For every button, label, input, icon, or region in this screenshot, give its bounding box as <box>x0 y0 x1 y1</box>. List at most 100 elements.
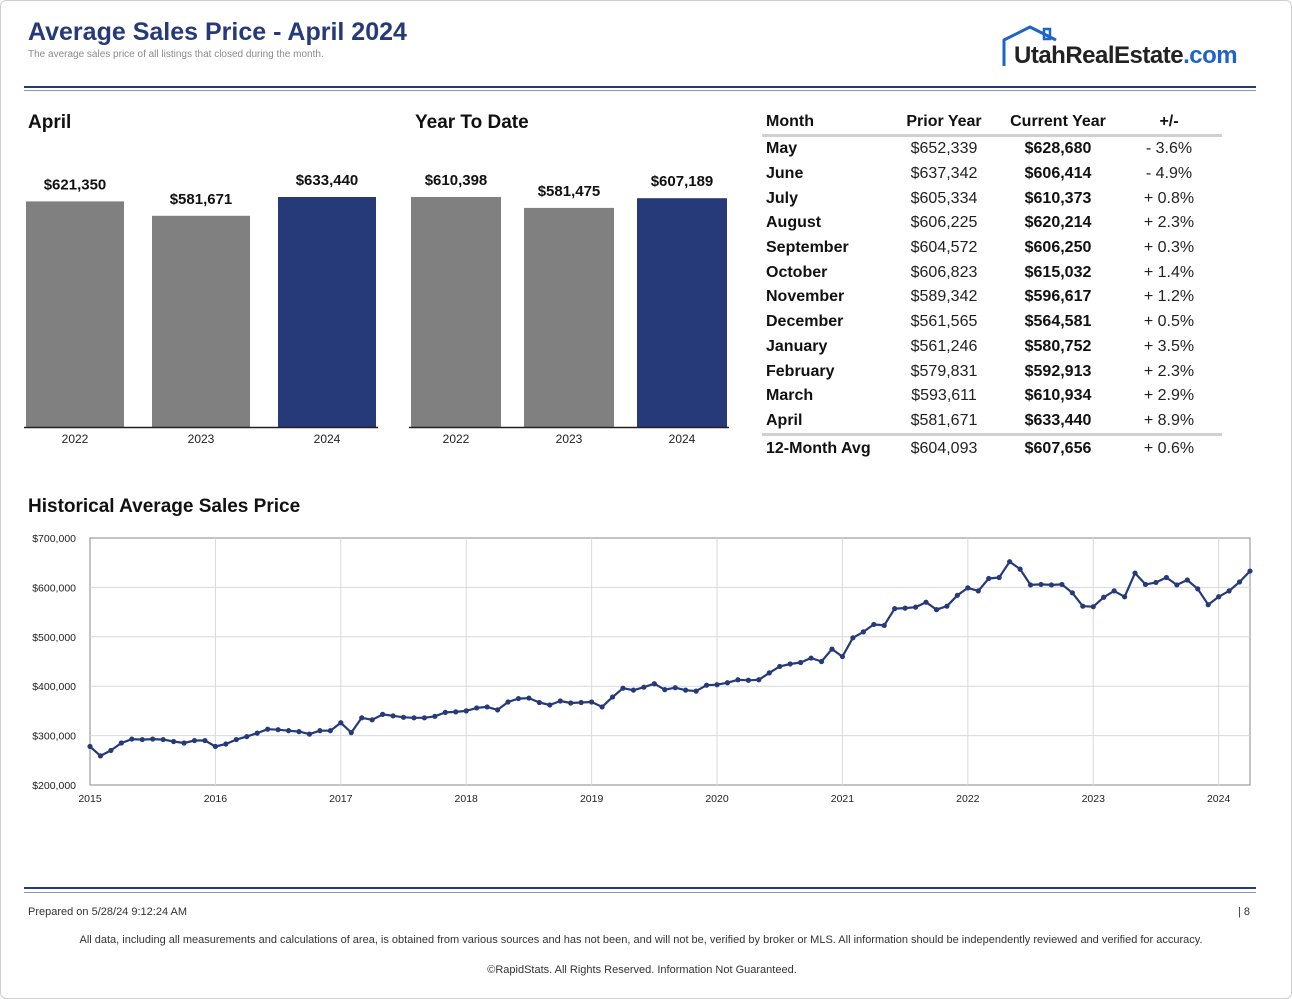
table-row: September $604,572 $606,250 + 0.3% <box>762 236 1222 261</box>
data-point <box>285 728 292 734</box>
data-point <box>484 704 490 710</box>
logo: UtahRealEstate.com <box>1000 24 1260 74</box>
data-point <box>756 677 762 683</box>
data-point <box>965 585 971 591</box>
cell-change: + 0.5% <box>1143 313 1195 331</box>
data-point <box>526 695 532 701</box>
data-point <box>327 728 333 734</box>
header-rule <box>24 86 1256 88</box>
table-row: November $589,342 $596,617 + 1.2% <box>762 285 1222 310</box>
cell-prior-year: $593,611 <box>911 387 977 405</box>
data-point <box>1059 581 1065 588</box>
data-point <box>118 740 124 746</box>
cell-month: December <box>766 313 844 331</box>
data-point <box>1174 582 1180 588</box>
data-point <box>212 743 219 750</box>
data-point <box>171 738 177 745</box>
copyright: ©RapidStats. All Rights Reserved. Inform… <box>487 964 797 976</box>
cell-change: + 0.8% <box>1143 189 1195 207</box>
data-point <box>494 707 501 713</box>
data-point <box>442 709 448 715</box>
history-line-chart: $200,000 $300,000 $400,000 $500,000 $600,000… <box>32 533 1253 805</box>
data-point <box>777 663 783 670</box>
x-tick-label: 2015 <box>78 793 102 805</box>
data-point <box>1121 594 1128 600</box>
data-point <box>317 728 323 734</box>
data-point <box>724 680 731 686</box>
data-point <box>400 714 407 720</box>
logo-name: UtahRealEstate <box>1014 42 1184 69</box>
data-point <box>421 715 428 721</box>
col-month: Month <box>762 110 888 137</box>
data-point <box>87 743 93 750</box>
data-point <box>390 713 396 719</box>
data-point <box>589 699 595 705</box>
data-point <box>954 592 960 598</box>
plot-area <box>89 537 1251 786</box>
cell-current-year: $607,656 <box>1000 433 1116 461</box>
cell-month: September <box>766 239 849 257</box>
data-point <box>1080 603 1086 609</box>
cell-change: - 4.9% <box>1145 165 1193 183</box>
footer-rule-thin <box>24 892 1256 893</box>
data-point <box>254 730 260 736</box>
x-tick-2024: 2024 <box>669 432 696 446</box>
data-point <box>244 733 250 740</box>
x-tick-label: 2023 <box>1082 793 1106 805</box>
disclaimer: All data, including all measurements and… <box>79 934 1203 946</box>
logo-text: UtahRealEstate.com <box>1014 42 1238 70</box>
cell-prior-year: $605,334 <box>910 189 978 207</box>
data-point <box>620 685 626 691</box>
cell-prior-year: $561,246 <box>910 337 978 355</box>
bar-2023 <box>524 207 614 427</box>
data-point <box>1236 579 1243 585</box>
y-tick-label: $300,000 <box>32 731 76 743</box>
cell-change: - 3.6% <box>1145 140 1193 158</box>
cell-current-year: $580,752 <box>1024 337 1092 355</box>
data-point <box>306 731 313 737</box>
x-tick-label: 2018 <box>455 793 479 805</box>
x-tick-2023: 2023 <box>188 432 215 446</box>
cell-month: January <box>766 337 828 355</box>
data-point <box>265 726 271 732</box>
april-bar-chart: $621,350 2022 $581,671 2023 $633,440 2024 <box>24 172 378 446</box>
data-point <box>160 736 166 743</box>
data-point <box>557 698 563 704</box>
series-line <box>89 560 1251 757</box>
cell-current-year: $610,373 <box>1024 189 1092 207</box>
cell-month: 12-Month Avg <box>762 433 888 461</box>
x-tick-2023: 2023 <box>556 432 583 446</box>
page-subtitle: The average sales price of all listings … <box>28 49 324 60</box>
bar-2024 <box>278 197 376 427</box>
data-point <box>380 711 386 717</box>
cell-prior-year: $606,225 <box>910 214 978 232</box>
data-point <box>568 700 574 706</box>
data-point <box>129 736 135 742</box>
col-current-year: Current Year <box>1000 110 1116 137</box>
ytd-chart-title: Year To Date <box>415 112 529 133</box>
logo-suffix: .com <box>1183 42 1238 69</box>
bar-label-2023: $581,671 <box>170 191 233 208</box>
data-point <box>578 699 584 706</box>
x-tick-2022: 2022 <box>443 432 470 446</box>
cell-change: + 1.2% <box>1143 288 1195 306</box>
data-point <box>808 655 814 661</box>
y-tick-label: $700,000 <box>32 533 76 545</box>
x-tick-label: 2024 <box>1207 793 1231 805</box>
data-point <box>1153 579 1159 586</box>
cell-current-year: $633,440 <box>1024 411 1092 429</box>
cell-prior-year: $561,565 <box>910 313 978 331</box>
prepared-date: Prepared on 5/28/24 9:12:24 AM <box>28 906 188 918</box>
cell-current-year: $606,250 <box>1024 239 1092 257</box>
cell-prior-year: $652,339 <box>910 140 978 158</box>
data-point <box>432 713 438 719</box>
data-point <box>871 621 877 628</box>
data-point <box>1038 581 1044 588</box>
cell-current-year: $606,414 <box>1024 165 1092 183</box>
data-point <box>1216 594 1222 600</box>
bar-label-2022: $621,350 <box>44 176 107 193</box>
col-prior-year: Prior Year <box>888 110 1000 137</box>
bar-label-2024: $633,440 <box>296 172 359 189</box>
data-point <box>944 603 950 609</box>
cell-current-year: $596,617 <box>1024 288 1092 306</box>
